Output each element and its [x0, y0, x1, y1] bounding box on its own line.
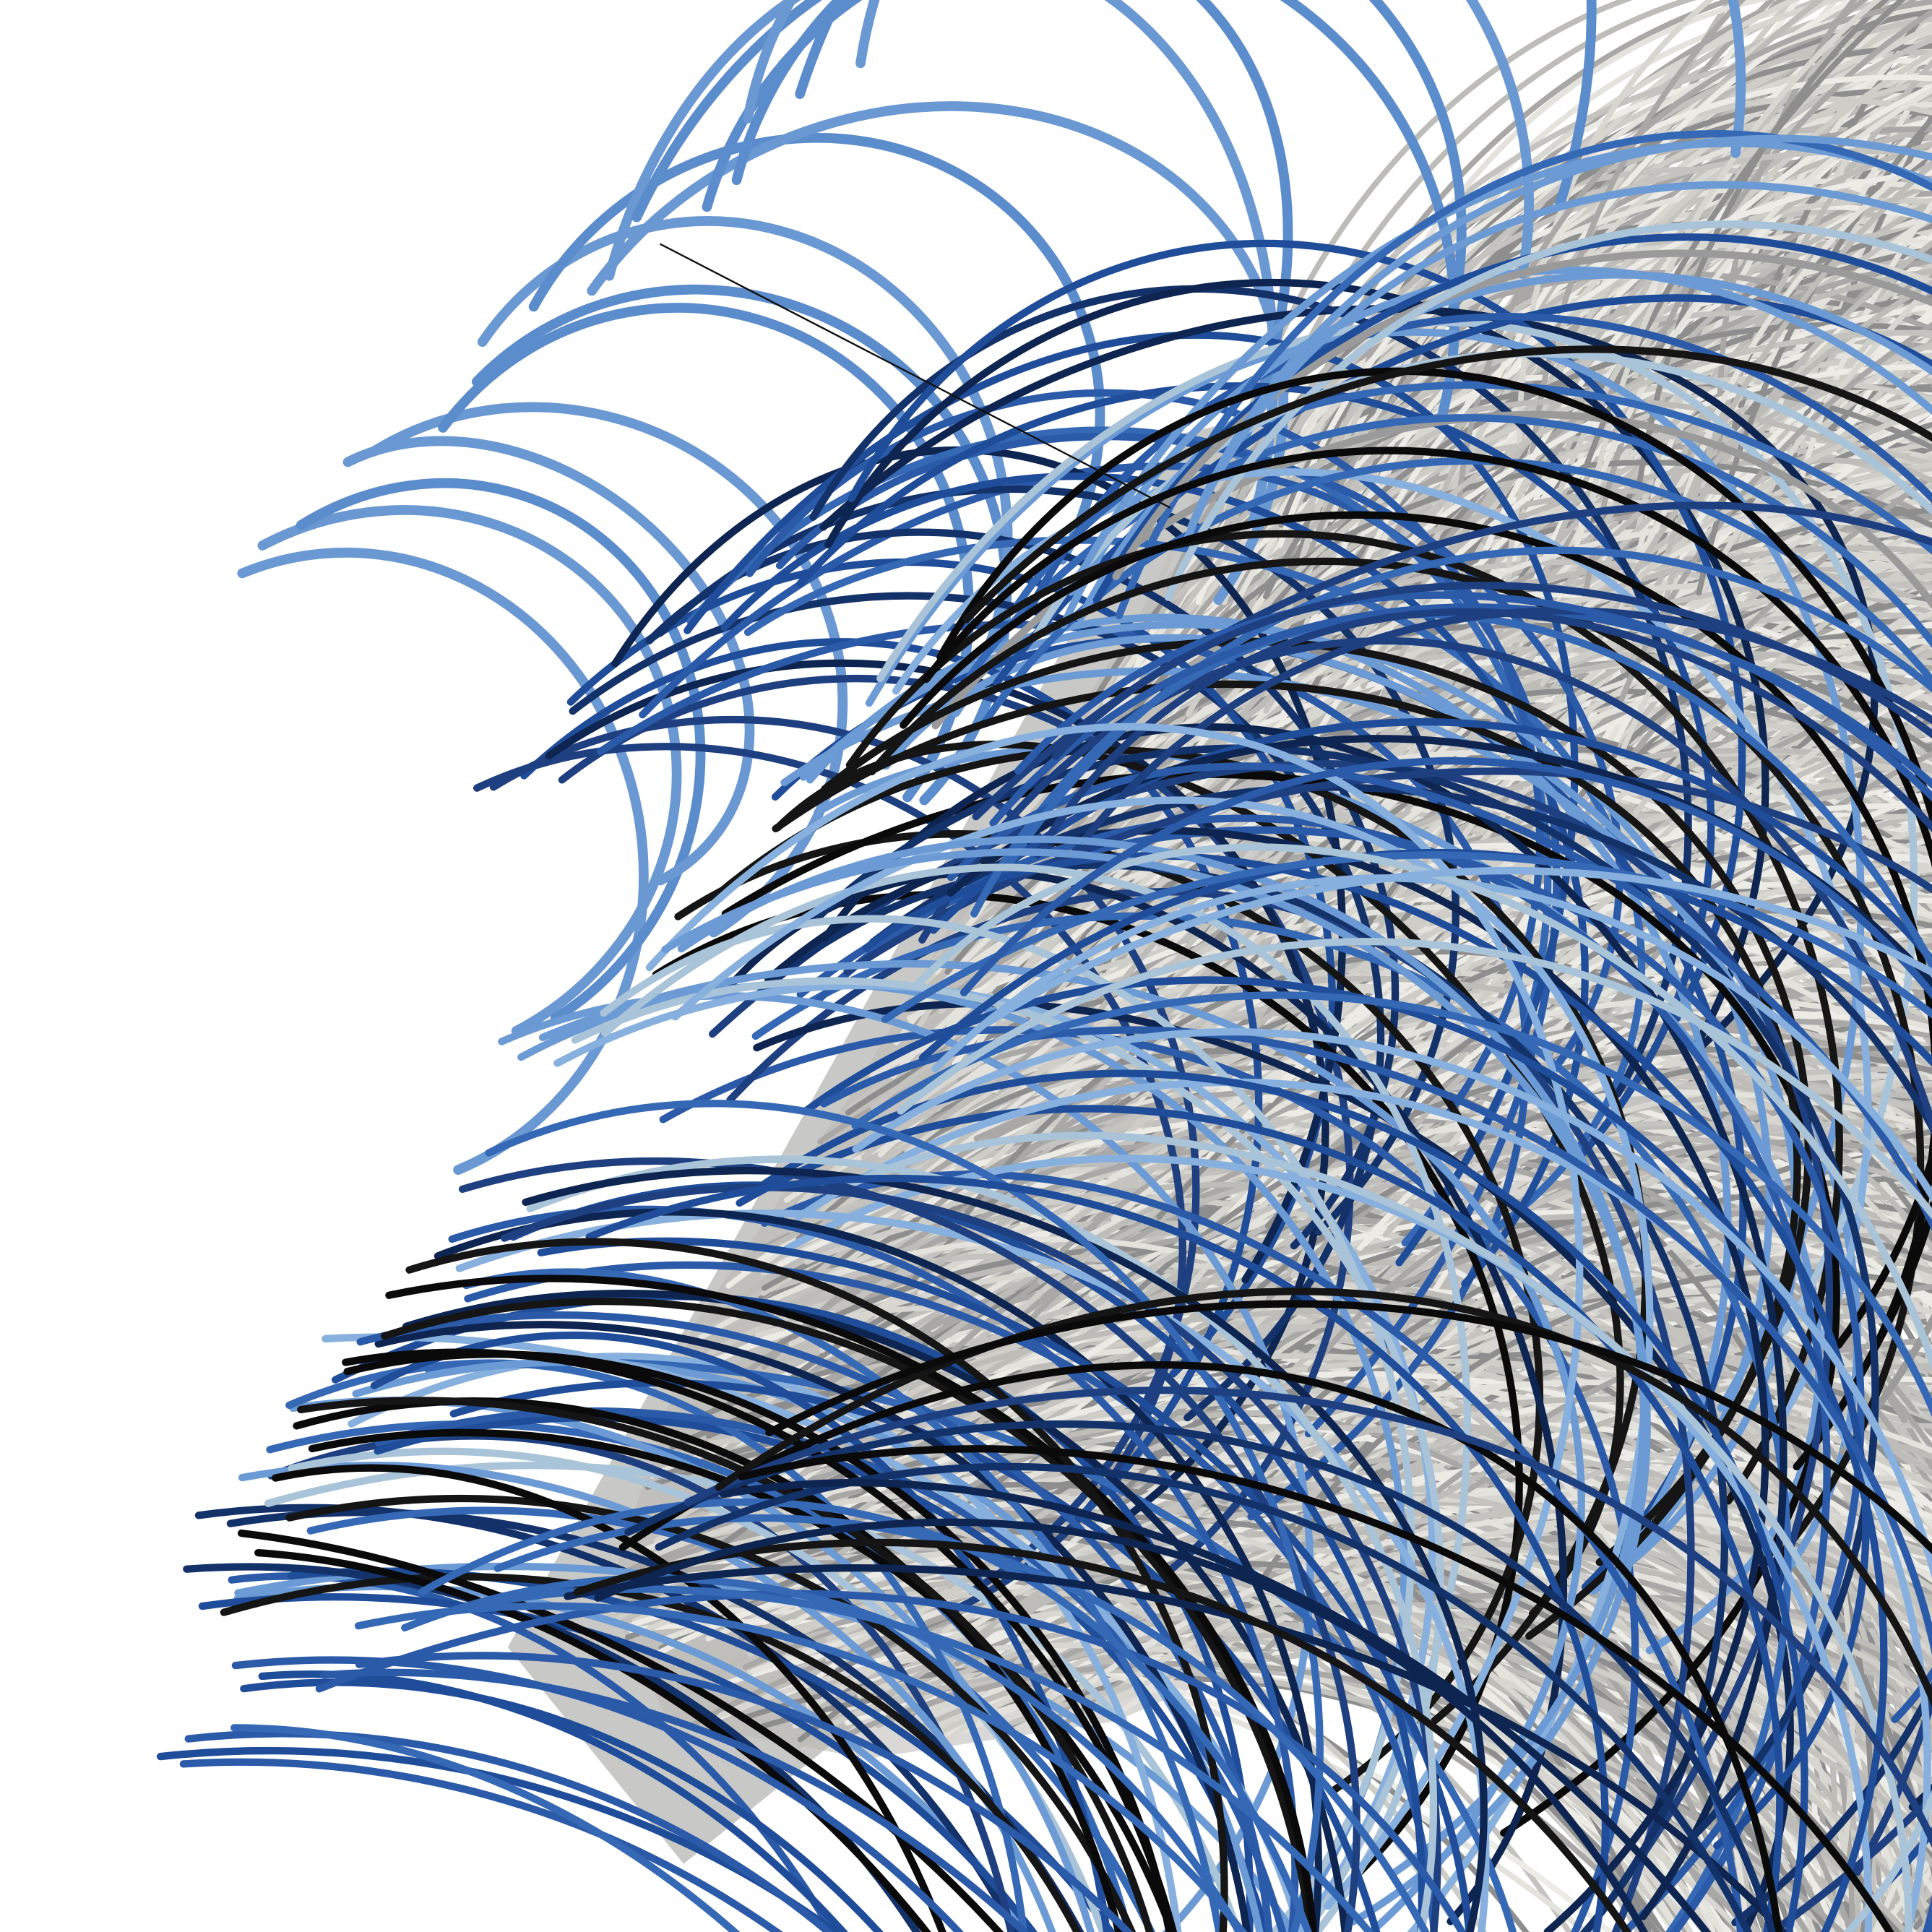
- scene: [0, 0, 1932, 1932]
- page: (() => { const data = JSON.parse(documen…: [0, 0, 1932, 1932]
